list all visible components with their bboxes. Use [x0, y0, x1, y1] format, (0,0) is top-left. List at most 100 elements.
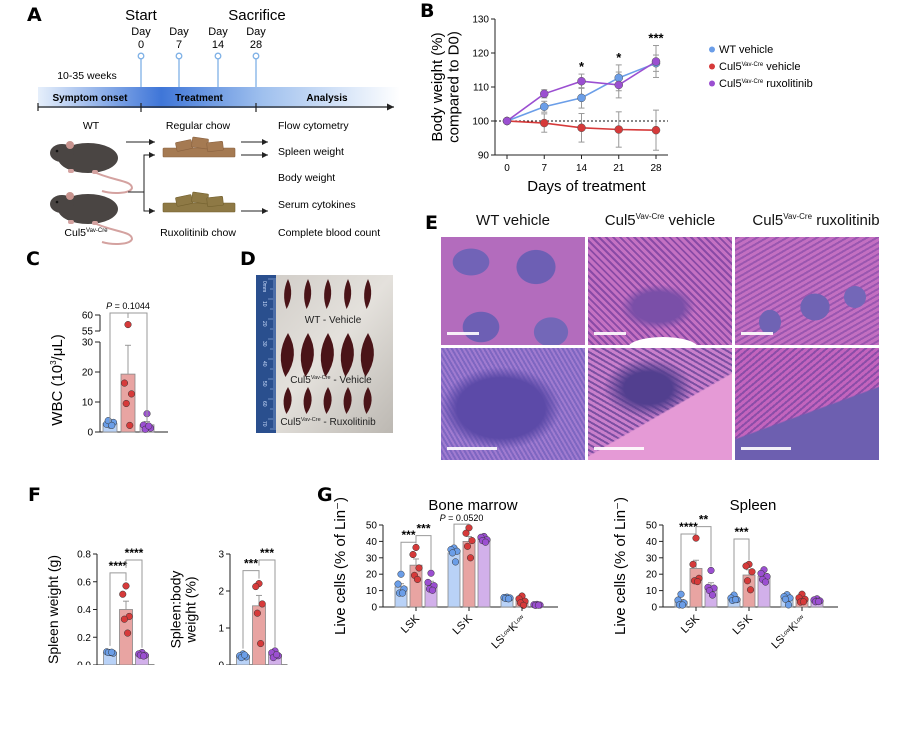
bar — [477, 538, 491, 608]
flow-arrows — [126, 139, 268, 214]
data-point — [577, 93, 586, 103]
data-point — [413, 575, 422, 583]
y-tick-label: 10 — [82, 398, 94, 409]
legend-label: Cul5Vav-Cre vehicle — [719, 61, 800, 73]
day-pin-head — [214, 52, 222, 60]
bar — [689, 568, 703, 608]
y-tick-label: 0.4 — [77, 605, 91, 616]
y-tick-label: 40 — [646, 537, 658, 548]
y-tick-label: 3 — [218, 550, 224, 561]
data-point — [122, 582, 130, 590]
data-point — [784, 601, 793, 609]
scale-bar — [741, 332, 773, 335]
data-point — [126, 421, 134, 429]
ruler-label: 30 — [261, 341, 267, 347]
data-point — [258, 600, 266, 608]
x-tick-label: 0 — [504, 163, 510, 174]
data-point — [466, 554, 475, 562]
phase-symptom-onset: Symptom onset — [52, 93, 128, 104]
mouse-cul5-icon — [50, 192, 134, 245]
panel-label-c: C — [26, 248, 40, 270]
y-tick-label: 1 — [218, 624, 224, 635]
x-tick-label: LSLowKLow — [769, 612, 808, 651]
day-label: Day — [246, 26, 266, 38]
significance-bracket — [415, 535, 432, 570]
age-label: 10-35 weeks — [57, 70, 117, 82]
panel-label-d: D — [240, 248, 256, 270]
data-point — [746, 586, 755, 594]
spleen-photo: 0mm 10 20 30 40 50 60 70 WT - Vehicle Cul5Vav-C… — [256, 275, 393, 433]
data-point — [468, 537, 476, 545]
mouse-wt-icon — [50, 141, 134, 194]
spleen-specimen — [283, 387, 292, 414]
y-axis-label: WBC (103/μL) — [49, 334, 66, 425]
data-point — [534, 601, 543, 609]
timeline-band — [38, 87, 400, 108]
significance-label: * — [616, 50, 622, 65]
data-point — [748, 568, 756, 576]
data-point — [427, 569, 435, 577]
x-tick-label: LSK — [679, 612, 703, 636]
data-point — [257, 639, 265, 648]
data-point — [781, 595, 790, 603]
data-point — [412, 543, 420, 552]
data-point — [540, 118, 549, 128]
data-point — [428, 586, 437, 594]
spleen-specimen — [344, 279, 352, 309]
panel-label-g: G — [317, 484, 333, 506]
phase-analysis: Analysis — [306, 93, 348, 104]
data-point — [108, 648, 116, 656]
y-tick-label: 0.0 — [77, 661, 91, 666]
data-point — [120, 379, 129, 387]
data-point — [463, 542, 472, 550]
bar — [462, 541, 476, 608]
histology-cul5-vehicle-low-mag — [588, 237, 732, 345]
data-point — [678, 601, 687, 609]
data-point — [398, 589, 407, 597]
data-point — [124, 629, 132, 637]
analysis-item: Complete blood count — [278, 227, 380, 239]
panel-label-f: F — [28, 484, 41, 506]
y-tick-label: 2 — [218, 587, 224, 598]
y-tick-label: 20 — [366, 570, 378, 581]
histology-cul5-rux-low-mag — [735, 237, 879, 345]
data-point — [409, 550, 417, 559]
data-point — [614, 125, 623, 134]
ruler-label: 20 — [261, 321, 267, 327]
significance-bracket — [733, 538, 750, 592]
analysis-item: Body weight — [278, 172, 335, 184]
y-tick-label: 0.6 — [77, 577, 91, 588]
phase-treatment: Treatment — [175, 93, 223, 104]
data-point — [253, 609, 261, 617]
data-point — [693, 578, 702, 586]
data-point — [122, 399, 130, 408]
data-point — [273, 651, 281, 659]
legend-label: WT vehicle — [719, 44, 773, 56]
data-point — [814, 598, 823, 606]
day-label: Day — [208, 26, 228, 38]
significance-bracket — [695, 526, 712, 567]
significance-bracket — [109, 572, 127, 646]
start-label: Start — [125, 7, 158, 24]
x-axis-label: Days of treatment — [527, 178, 646, 195]
ruler-label: 40 — [261, 361, 267, 367]
data-point — [743, 577, 752, 585]
significance-label: *** — [734, 525, 748, 539]
significance-label: **** — [125, 546, 144, 560]
data-point — [757, 569, 765, 577]
chart-title: Bone marrow — [428, 497, 517, 514]
mouse-cul5-label: Cul5Vav-Cre — [64, 227, 108, 239]
significance-bracket — [125, 559, 143, 648]
histology-column-title-cul5-rux: Cul5Vav-Cre ruxolitinib — [752, 212, 880, 229]
legend-marker — [709, 80, 715, 87]
data-point — [689, 560, 697, 568]
data-point — [519, 601, 528, 609]
analysis-item: Flow cytometry — [278, 120, 349, 132]
scale-bar — [447, 332, 479, 335]
spleen-specimen — [320, 333, 334, 377]
y-tick-label: 120 — [472, 49, 489, 60]
data-point — [651, 125, 661, 135]
data-point — [614, 73, 623, 83]
photo-caption-cul5-rux: Cul5Vav-Cre - Ruxolitinib — [280, 417, 376, 428]
